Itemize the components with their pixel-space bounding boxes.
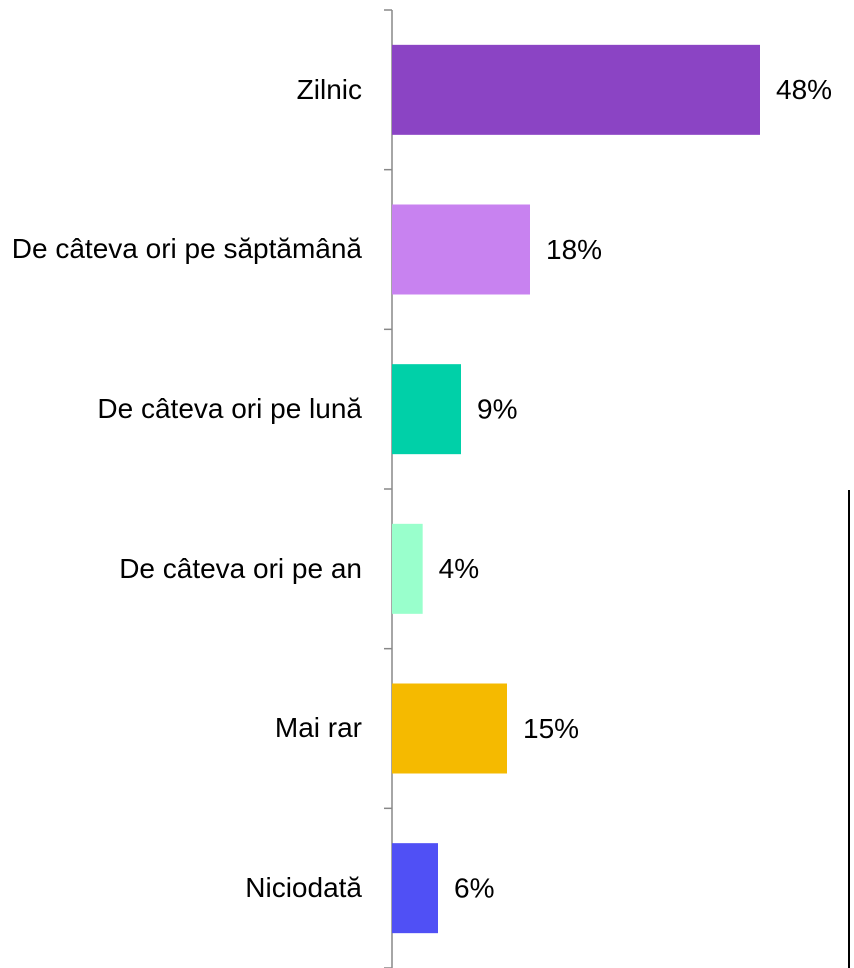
category-label: De câteva ori pe săptămână [0,170,362,330]
category-text: De câteva ori pe săptămână [11,233,362,265]
category-label: De câteva ori pe an [0,489,362,649]
value-label: 18% [546,234,602,265]
category-label: De câteva ori pe lună [0,329,362,489]
value-label: 48% [776,74,832,105]
bar [392,683,507,774]
category-label: Zilnic [0,10,362,170]
bar [392,204,530,295]
bar [392,364,461,455]
category-text: Niciodată [245,872,362,904]
bar [392,523,423,614]
category-label: Mai rar [0,649,362,809]
category-text: Zilnic [296,73,362,105]
category-text: De câteva ori pe an [119,552,362,584]
category-text: Mai rar [274,712,362,744]
category-text: De câteva ori pe lună [97,393,362,425]
value-label: 15% [523,713,579,744]
bar [392,44,760,135]
value-label: 4% [439,553,479,584]
bar [392,843,438,934]
category-label: Niciodată [0,808,362,968]
value-label: 9% [477,394,517,425]
value-label: 6% [454,873,494,904]
